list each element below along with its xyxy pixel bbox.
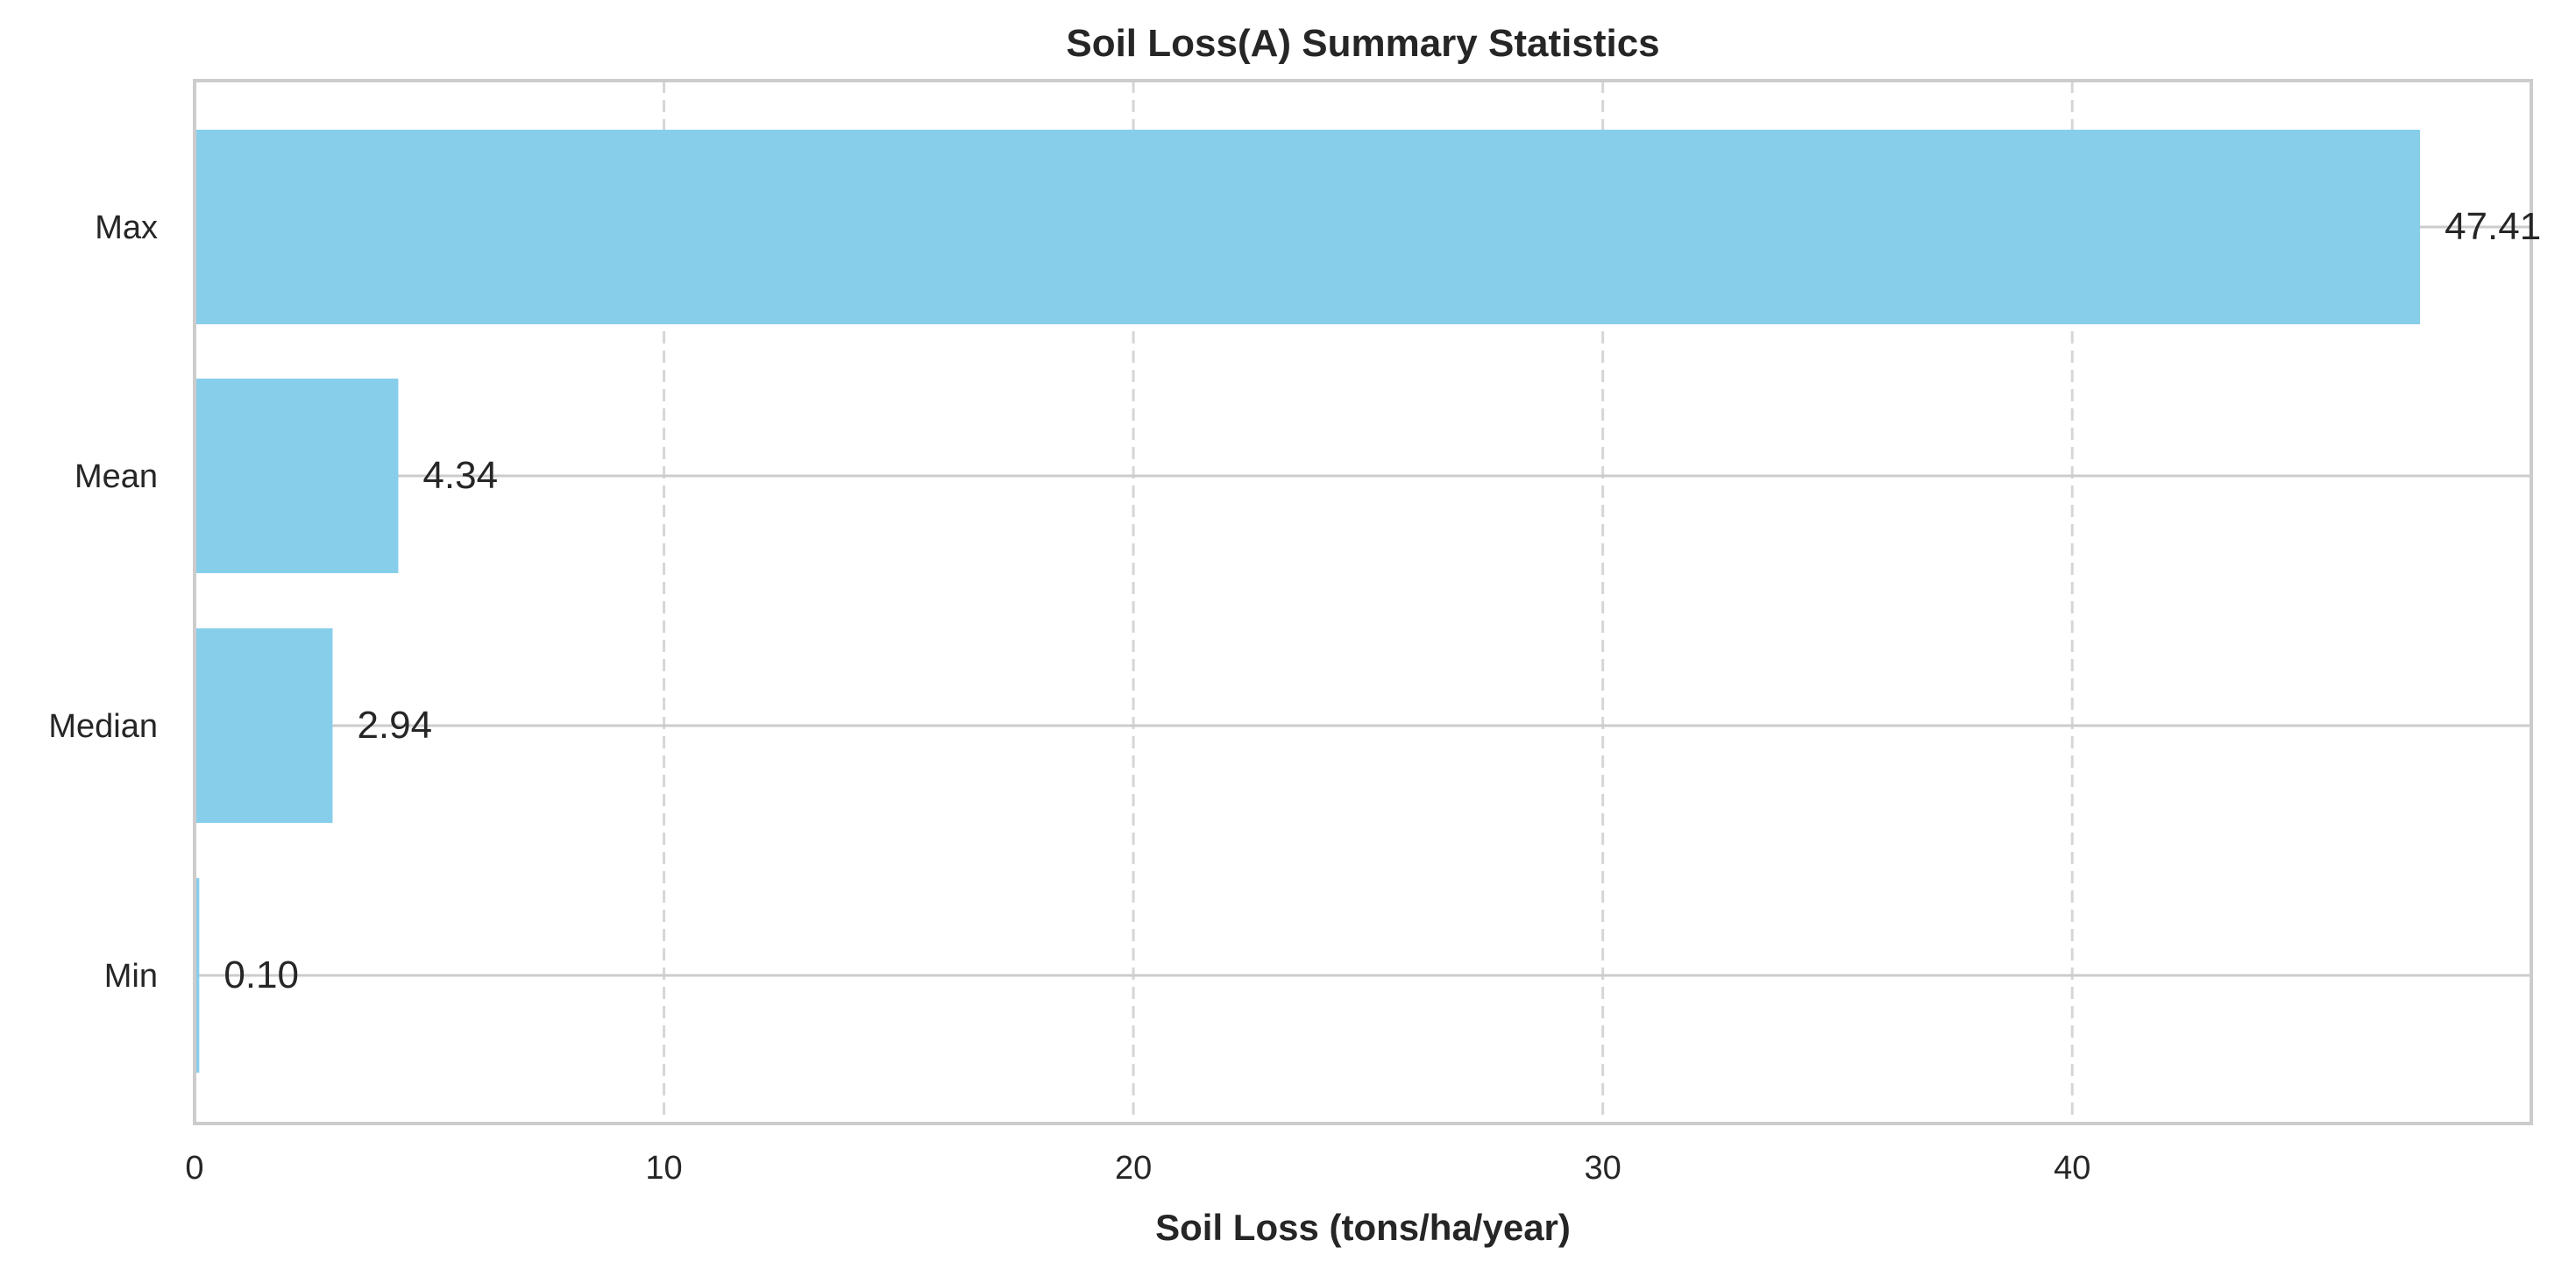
bar-mean [195, 379, 399, 573]
x-axis-label: Soil Loss (tons/ha/year) [1155, 1207, 1571, 1248]
data-labels: 47.41 4.34 2.94 0.10 [224, 205, 2541, 996]
data-label-mean: 4.34 [422, 454, 498, 497]
data-label-median: 2.94 [357, 704, 432, 747]
y-tick-label: Median [48, 708, 158, 745]
x-tick-labels: 0 10 20 30 40 [185, 1150, 2090, 1187]
plot-frame [193, 79, 2533, 1125]
bar-min [195, 878, 200, 1073]
chart-title: Soil Loss(A) Summary Statistics [1066, 22, 1659, 65]
x-tick-label: 10 [645, 1150, 682, 1187]
data-label-max: 47.41 [2445, 205, 2541, 248]
y-tick-labels: Max Mean Median Min [48, 209, 158, 995]
x-tick-label: 0 [185, 1150, 203, 1187]
bars-layer [195, 130, 2421, 1073]
x-tick-label: 30 [1585, 1150, 1622, 1187]
x-tick-label: 20 [1115, 1150, 1152, 1187]
x-tick-label: 40 [2054, 1150, 2090, 1187]
y-tick-label: Min [104, 958, 158, 995]
data-label-min: 0.10 [224, 953, 299, 996]
bar-median [195, 628, 333, 823]
y-tick-label: Max [95, 209, 158, 246]
plot-border [193, 79, 2533, 1125]
bar-max [195, 130, 2421, 324]
y-tick-label: Mean [75, 458, 158, 495]
